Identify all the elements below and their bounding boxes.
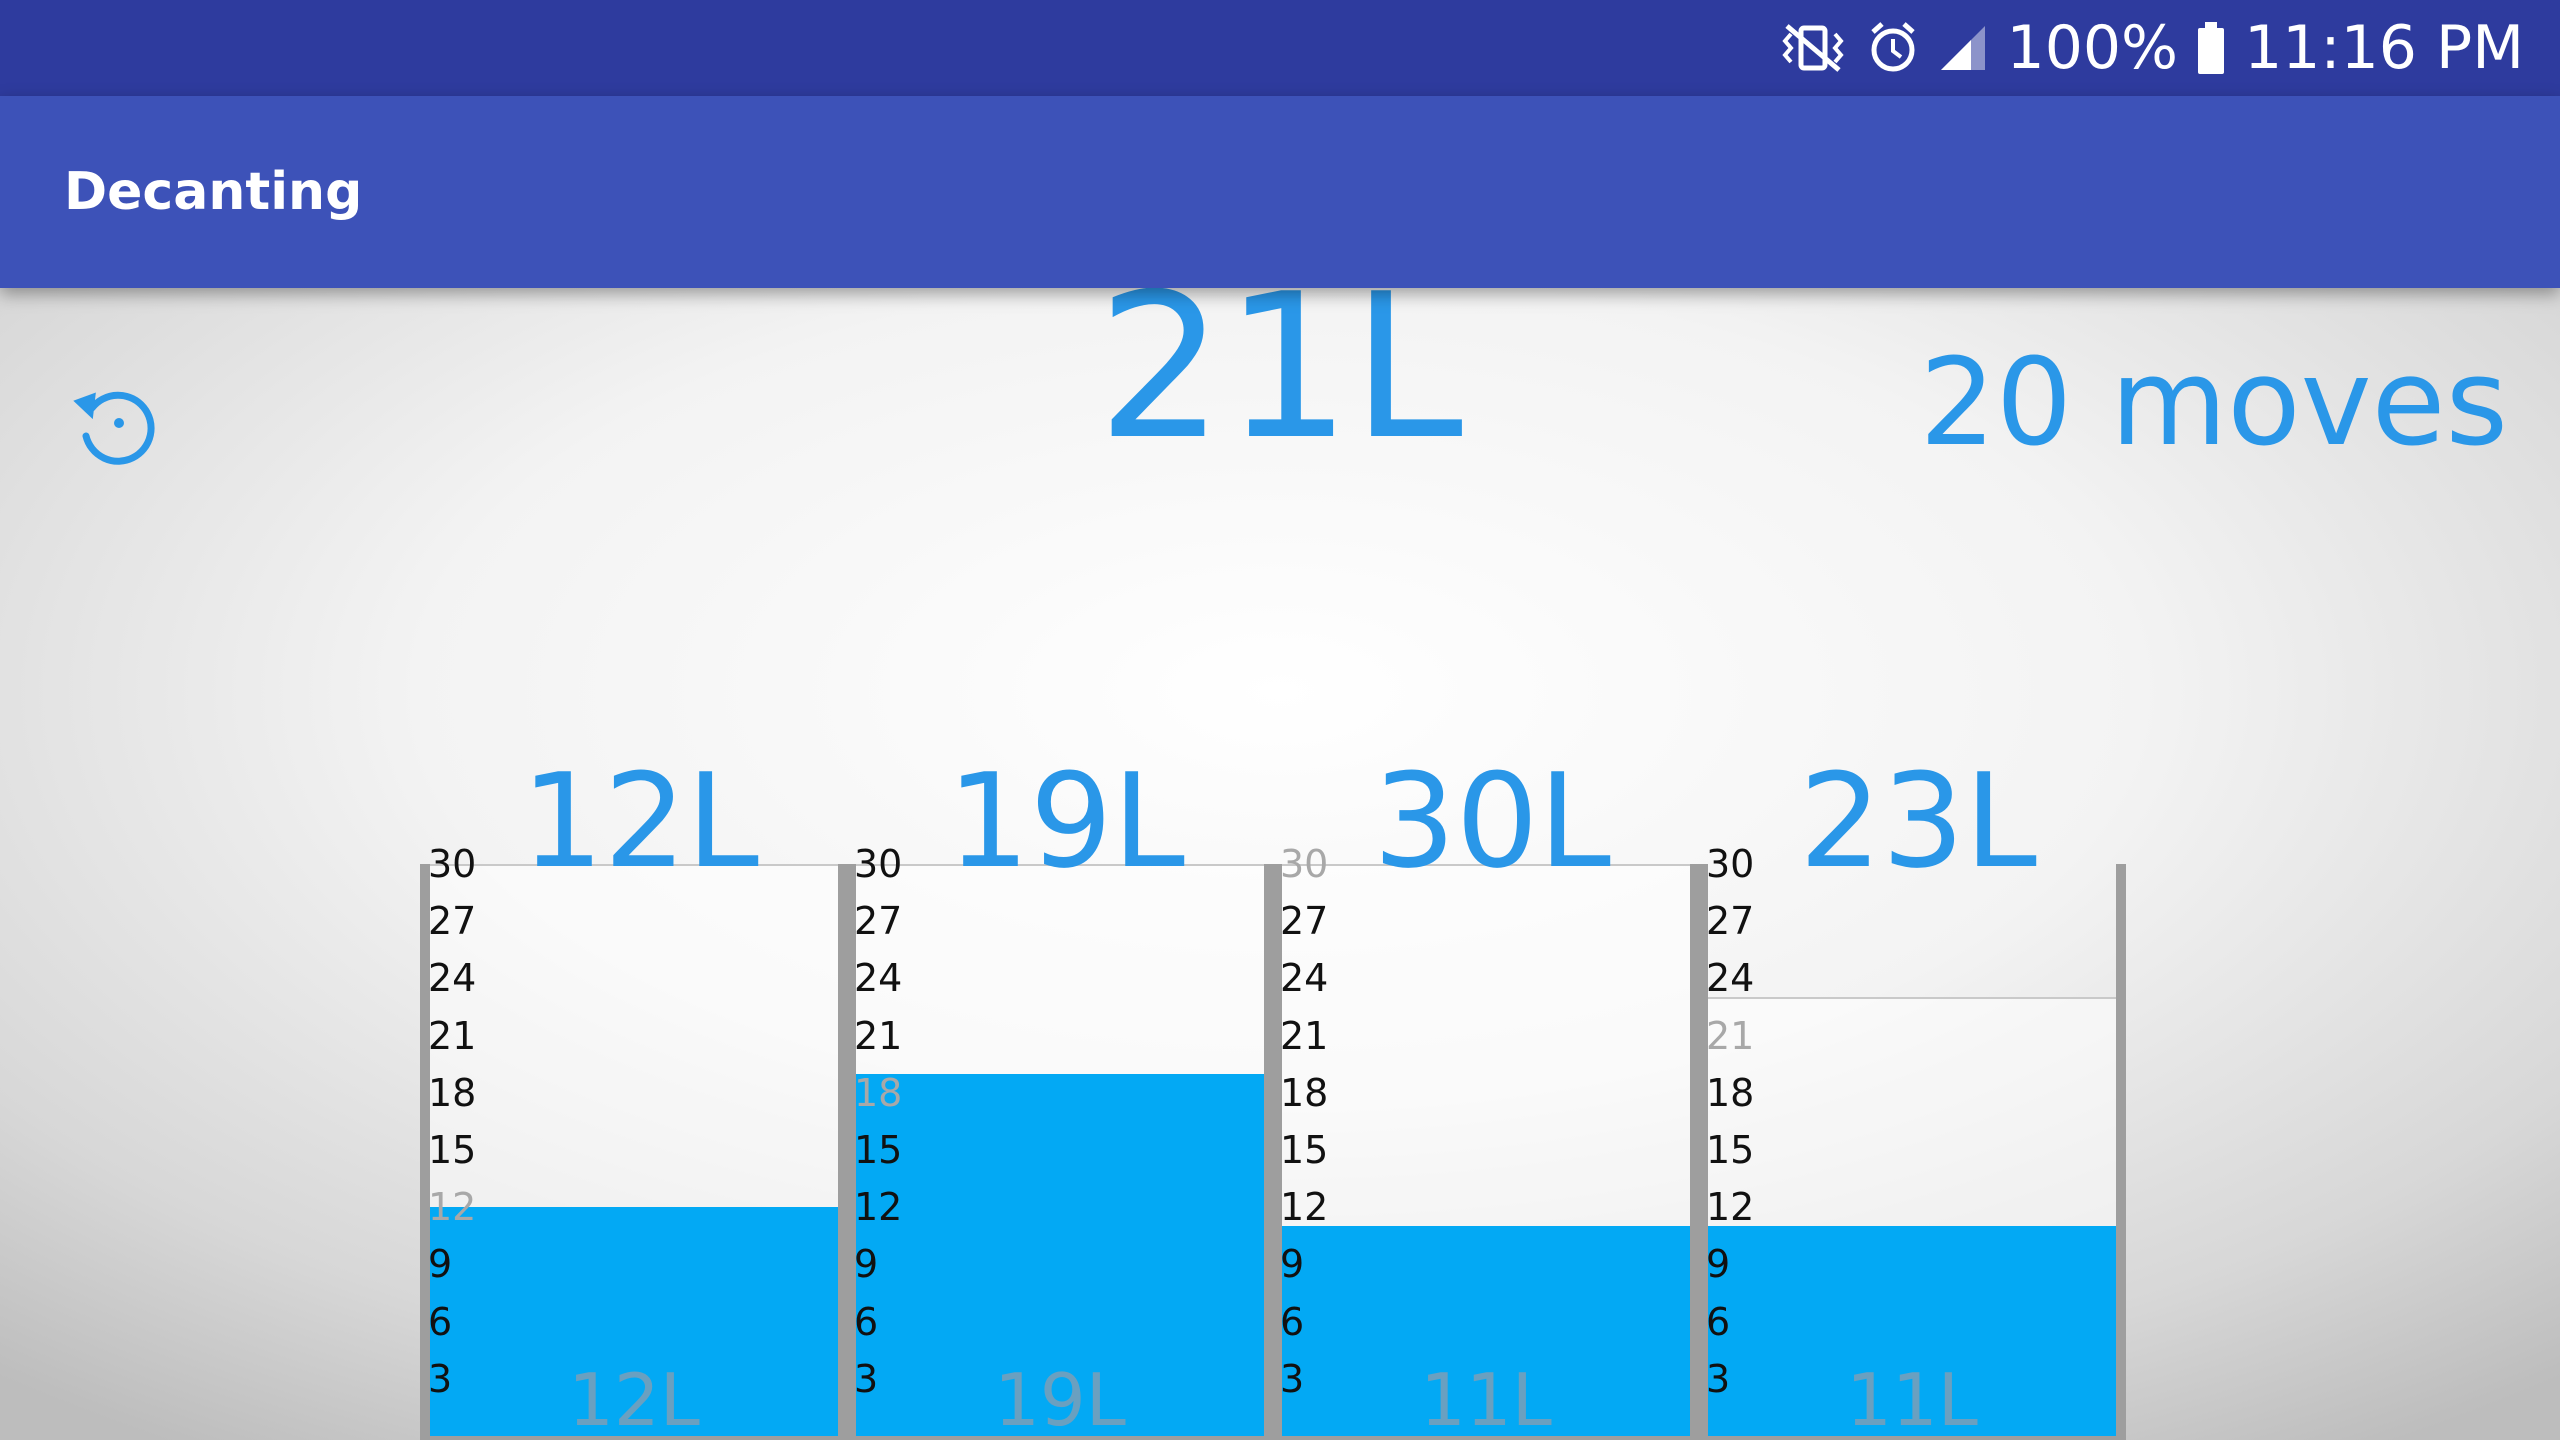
reset-button[interactable] [62,366,174,478]
liquid-fill [1282,1226,1690,1436]
scale-tick: 15 [1706,1128,1755,1172]
scale-tick: 24 [1280,956,1329,1001]
clock: 11:16 PM [2244,13,2524,83]
status-bar: 100% 11:16 PM [0,0,2560,96]
scale-tick: 12 [854,1185,903,1230]
scale-tick: 21 [854,1013,903,1058]
container-3[interactable]: 30 27 24 21 18 15 12 9 6 3 11L [1272,844,1700,1440]
scale-tick: 12 [1280,1185,1329,1230]
scale-tick: 6 [854,1299,879,1344]
scale-tick: 30 [854,842,903,886]
liquid-fill [1708,1226,2116,1436]
scale-tick: 30 [428,842,477,886]
scale-tick: 24 [1706,956,1755,1001]
container-4-capacity-label: 23L [1799,745,2037,897]
scale-tick: 3 [1280,1356,1305,1401]
moves-count: 20 moves [1919,334,2508,473]
container-2-capacity-label: 19L [947,745,1185,897]
scale-tick: 9 [428,1242,453,1287]
container-3-current-amount: 11L [1420,1358,1552,1440]
signal-icon [1937,22,1989,74]
scale-tick: 6 [428,1299,453,1344]
scale-tick: 30 [1706,842,1755,886]
scale-tick: 9 [854,1242,879,1287]
scale-tick: 27 [1280,899,1329,944]
scale-tick: 18 [1706,1070,1755,1115]
scale-tick: 24 [854,956,903,1001]
container-4[interactable]: 30 27 24 21 18 15 12 9 6 3 11L [1698,844,2126,1440]
scale-tick: 21 [1280,1013,1329,1058]
scale-tick: 18 [854,1070,903,1115]
target-amount: 21L [1097,288,1463,484]
scale-tick: 15 [428,1128,477,1172]
scale-tick: 21 [428,1013,477,1058]
scale-tick: 6 [1280,1299,1305,1344]
container-2-current-amount: 19L [994,1358,1126,1440]
battery-percent: 100% [2006,13,2179,83]
scale-tick: 30 [1280,842,1329,886]
container-2[interactable]: 30 27 24 21 18 15 12 9 6 3 19L [846,844,1274,1440]
liquid-fill [430,1207,838,1436]
scale-tick: 27 [428,899,477,944]
scale-tick: 21 [1706,1013,1755,1058]
scale-tick: 9 [1280,1242,1305,1287]
container-1[interactable]: 30 27 24 21 18 15 12 9 6 3 12L [420,844,848,1440]
restart-icon [73,391,155,465]
scale-tick: 18 [1280,1070,1329,1115]
container-3-capacity-label: 30L [1373,745,1611,897]
app-title: Decanting [64,162,363,222]
game-area: 21L 20 moves 12L 30 27 24 21 18 15 12 9 6 3 12L 19L 3… [0,288,2560,1440]
scale-tick: 3 [1706,1356,1731,1401]
scale-tick: 9 [1706,1242,1731,1287]
scale-tick: 18 [428,1070,477,1115]
alarm-icon [1867,20,1919,76]
container-4-current-amount: 11L [1846,1358,1978,1440]
scale-tick: 15 [1280,1128,1329,1172]
liquid-fill [856,1073,1264,1436]
battery-icon [2196,20,2226,76]
scale-tick: 27 [1706,899,1755,944]
container-1-capacity-label: 12L [521,745,759,897]
scale-tick: 3 [854,1356,879,1401]
scale-tick: 27 [854,899,903,944]
scale-tick: 12 [1706,1185,1755,1230]
app-bar: Decanting [0,96,2560,288]
scale-tick: 3 [428,1356,453,1401]
vibrate-icon [1777,20,1849,76]
scale-tick: 6 [1706,1299,1731,1344]
scale-tick: 24 [428,956,477,1001]
container-1-current-amount: 12L [568,1358,700,1440]
scale-tick: 15 [854,1128,903,1172]
scale-tick: 12 [428,1185,477,1230]
